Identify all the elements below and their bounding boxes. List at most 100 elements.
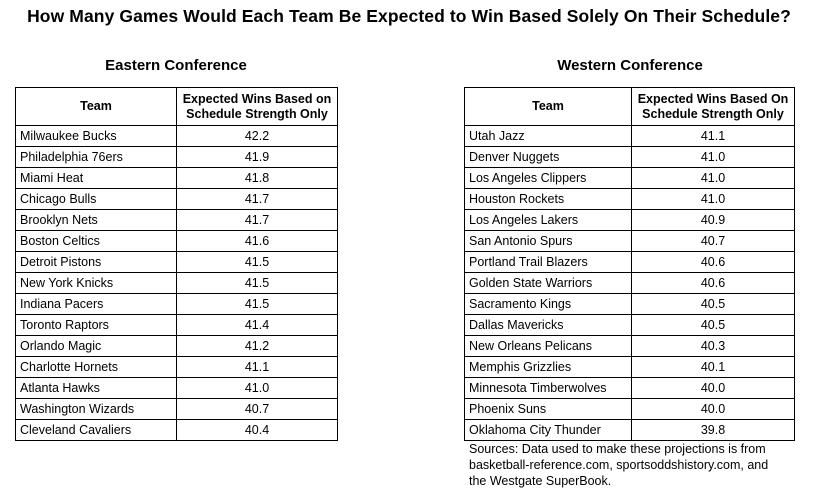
sources-note: Sources: Data used to make these project… [469, 441, 814, 489]
sources-line: the Westgate SuperBook. [469, 474, 612, 488]
expected-wins-cell: 41.2 [176, 335, 338, 357]
team-name-cell: Washington Wizards [15, 398, 177, 420]
expected-wins-cell: 40.9 [631, 209, 795, 231]
team-name-cell: Dallas Mavericks [464, 314, 632, 336]
expected-wins-cell: 40.7 [631, 230, 795, 252]
table-row: Brooklyn Nets 41.7 [15, 209, 338, 231]
team-name-cell: Sacramento Kings [464, 293, 632, 315]
table-row: Sacramento Kings 40.5 [464, 293, 795, 315]
table-row: Memphis Grizzlies 40.1 [464, 356, 795, 378]
expected-wins-cell: 41.1 [176, 356, 338, 378]
expected-wins-cell: 41.6 [176, 230, 338, 252]
table-row: Los Angeles Clippers 41.0 [464, 167, 795, 189]
team-name-cell: Boston Celtics [15, 230, 177, 252]
expected-wins-cell: 40.5 [631, 293, 795, 315]
table-row: New Orleans Pelicans 40.3 [464, 335, 795, 357]
western-conference-table: Team Expected Wins Based On Schedule Str… [464, 87, 795, 441]
table-row: Philadelphia 76ers 41.9 [15, 146, 338, 168]
table-row: Toronto Raptors 41.4 [15, 314, 338, 336]
western-conference-heading: Western Conference [557, 57, 703, 74]
table-header-row: Team Expected Wins Based On Schedule Str… [464, 87, 795, 126]
table-row: Phoenix Suns 40.0 [464, 398, 795, 420]
expected-wins-cell: 41.0 [176, 377, 338, 399]
expected-wins-cell: 41.7 [176, 209, 338, 231]
header-line: Schedule Strength Only [186, 106, 328, 121]
table-row: Houston Rockets 41.0 [464, 188, 795, 210]
expected-wins-cell: 41.8 [176, 167, 338, 189]
table-row: Portland Trail Blazers 40.6 [464, 251, 795, 273]
table-row: Oklahoma City Thunder 39.8 [464, 419, 795, 441]
team-name-cell: Milwaukee Bucks [15, 125, 177, 147]
team-name-cell: New Orleans Pelicans [464, 335, 632, 357]
expected-wins-cell: 40.6 [631, 272, 795, 294]
expected-wins-column-header: Expected Wins Based on Schedule Strength… [176, 87, 338, 126]
table-row: Minnesota Timberwolves 40.0 [464, 377, 795, 399]
team-name-cell: Charlotte Hornets [15, 356, 177, 378]
team-name-cell: Minnesota Timberwolves [464, 377, 632, 399]
team-name-cell: Brooklyn Nets [15, 209, 177, 231]
team-name-cell: Oklahoma City Thunder [464, 419, 632, 441]
team-name-cell: Cleveland Cavaliers [15, 419, 177, 441]
expected-wins-cell: 41.9 [176, 146, 338, 168]
table-row: Cleveland Cavaliers 40.4 [15, 419, 338, 441]
team-name-cell: Los Angeles Clippers [464, 167, 632, 189]
team-name-cell: Houston Rockets [464, 188, 632, 210]
table-row: New York Knicks 41.5 [15, 272, 338, 294]
table-row: Chicago Bulls 41.7 [15, 188, 338, 210]
team-name-cell: Detroit Pistons [15, 251, 177, 273]
team-name-cell: Orlando Magic [15, 335, 177, 357]
team-name-cell: Los Angeles Lakers [464, 209, 632, 231]
team-name-cell: Portland Trail Blazers [464, 251, 632, 273]
expected-wins-cell: 41.7 [176, 188, 338, 210]
expected-wins-cell: 40.5 [631, 314, 795, 336]
table-row: San Antonio Spurs 40.7 [464, 230, 795, 252]
table-header-row: Team Expected Wins Based on Schedule Str… [15, 87, 338, 126]
team-name-cell: Philadelphia 76ers [15, 146, 177, 168]
table-row: Boston Celtics 41.6 [15, 230, 338, 252]
expected-wins-cell: 41.0 [631, 167, 795, 189]
header-line: Expected Wins Based On [637, 91, 789, 106]
expected-wins-column-header: Expected Wins Based On Schedule Strength… [631, 87, 795, 126]
table-row: Orlando Magic 41.2 [15, 335, 338, 357]
team-name-cell: Denver Nuggets [464, 146, 632, 168]
expected-wins-cell: 40.1 [631, 356, 795, 378]
expected-wins-cell: 41.0 [631, 188, 795, 210]
team-column-header: Team [464, 87, 632, 126]
table-row: Dallas Mavericks 40.5 [464, 314, 795, 336]
expected-wins-cell: 40.6 [631, 251, 795, 273]
expected-wins-cell: 41.1 [631, 125, 795, 147]
table-row: Miami Heat 41.8 [15, 167, 338, 189]
table-row: Golden State Warriors 40.6 [464, 272, 795, 294]
page-title: How Many Games Would Each Team Be Expect… [27, 6, 791, 26]
table-row: Detroit Pistons 41.5 [15, 251, 338, 273]
expected-wins-cell: 40.3 [631, 335, 795, 357]
team-name-cell: Phoenix Suns [464, 398, 632, 420]
table-row: Utah Jazz 41.1 [464, 125, 795, 147]
table-row: Charlotte Hornets 41.1 [15, 356, 338, 378]
team-name-cell: Atlanta Hawks [15, 377, 177, 399]
team-name-cell: New York Knicks [15, 272, 177, 294]
expected-wins-cell: 41.5 [176, 272, 338, 294]
header-line: Expected Wins Based on [182, 91, 332, 106]
sources-line: basketball-reference.com, sportsoddshist… [469, 458, 769, 472]
team-name-cell: Indiana Pacers [15, 293, 177, 315]
expected-wins-cell: 41.5 [176, 251, 338, 273]
table-row: Washington Wizards 40.7 [15, 398, 338, 420]
expected-wins-cell: 40.0 [631, 398, 795, 420]
eastern-conference-table: Team Expected Wins Based on Schedule Str… [15, 87, 338, 441]
table-row: Milwaukee Bucks 42.2 [15, 125, 338, 147]
expected-wins-cell: 42.2 [176, 125, 338, 147]
expected-wins-cell: 40.0 [631, 377, 795, 399]
header-line: Schedule Strength Only [642, 106, 784, 121]
team-name-cell: Golden State Warriors [464, 272, 632, 294]
expected-wins-cell: 39.8 [631, 419, 795, 441]
eastern-conference-heading: Eastern Conference [105, 57, 247, 74]
table-row: Los Angeles Lakers 40.9 [464, 209, 795, 231]
team-column-header: Team [15, 87, 177, 126]
expected-wins-cell: 41.0 [631, 146, 795, 168]
team-name-cell: Toronto Raptors [15, 314, 177, 336]
sources-line: Sources: Data used to make these project… [469, 442, 766, 456]
expected-wins-cell: 40.7 [176, 398, 338, 420]
expected-wins-cell: 40.4 [176, 419, 338, 441]
team-name-cell: Memphis Grizzlies [464, 356, 632, 378]
